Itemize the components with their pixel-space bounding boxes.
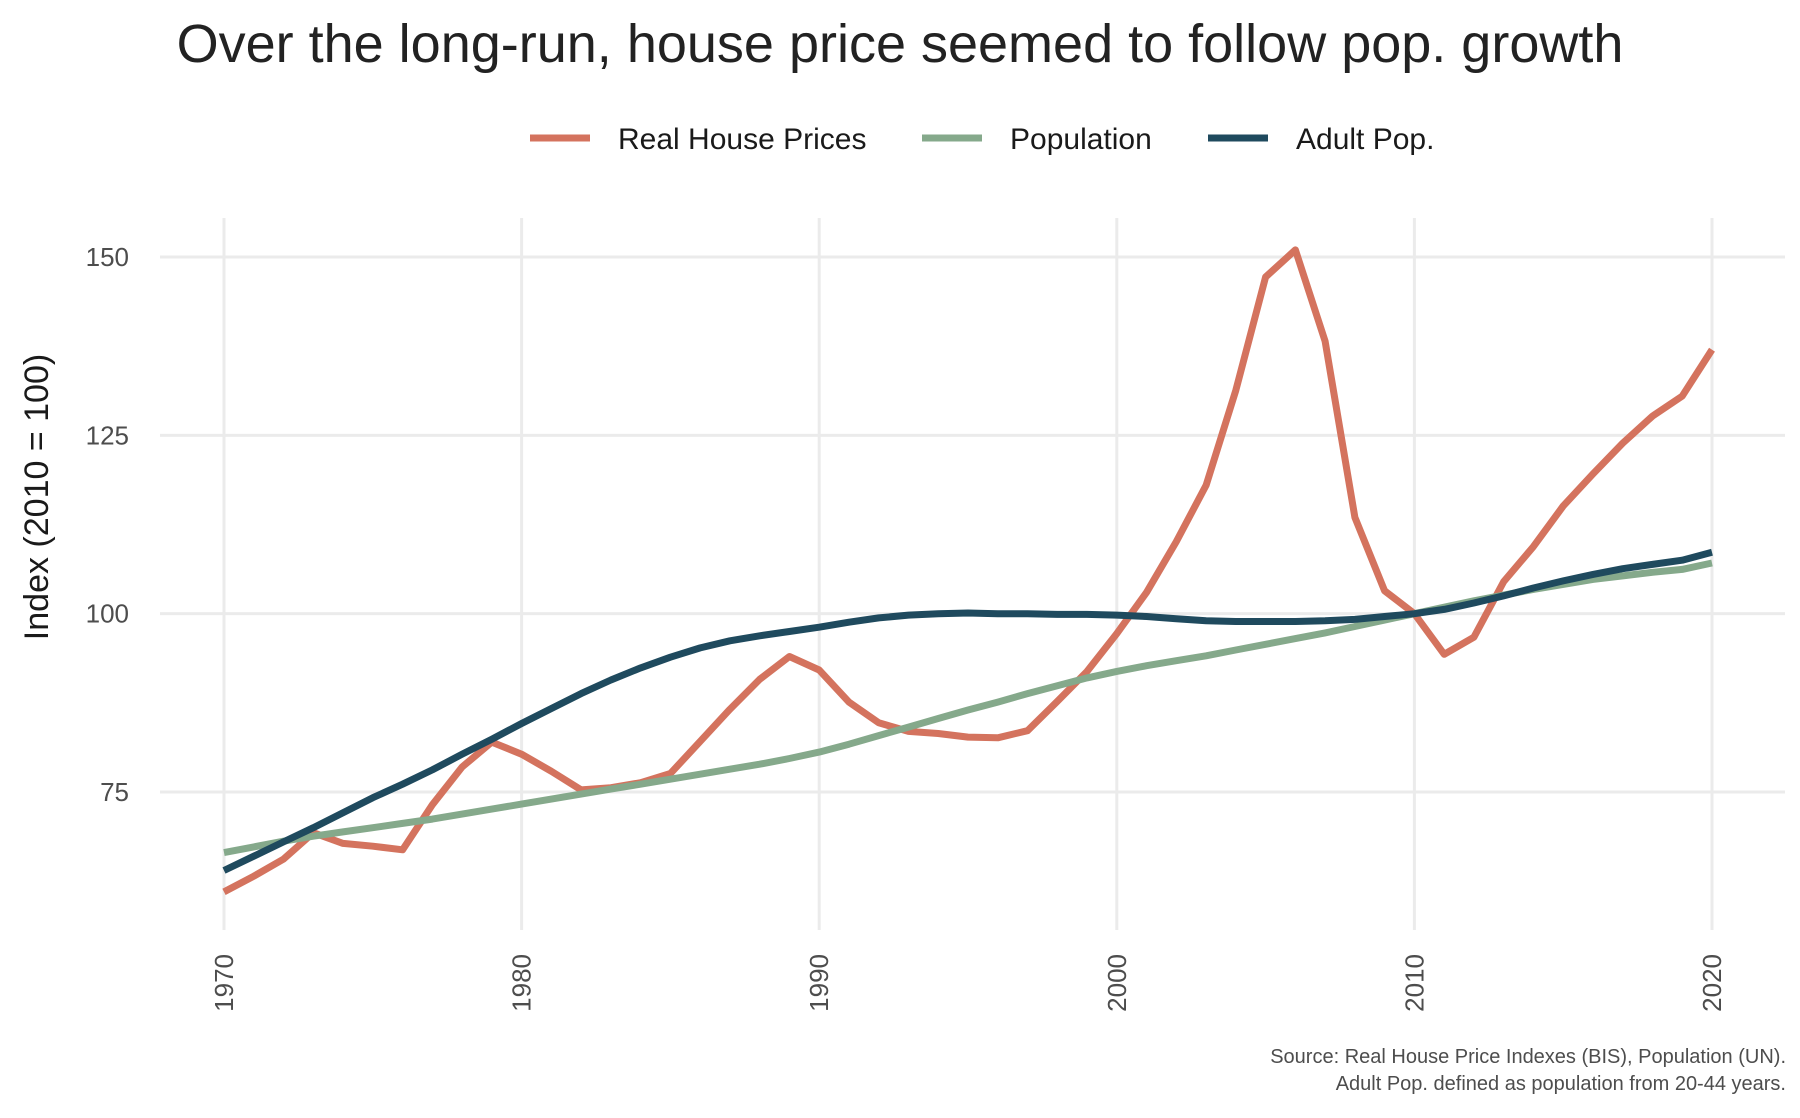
x-tick-label: 2010 — [1399, 954, 1429, 1012]
chart-title: Over the long-run, house price seemed to… — [177, 14, 1624, 74]
y-tick-label: 125 — [86, 420, 129, 450]
x-axis-ticks: 1970 1980 1990 2000 2010 2020 — [209, 954, 1727, 1012]
y-axis-title: Index (2010 = 100) — [18, 354, 56, 640]
legend-label: Real House Prices — [618, 123, 866, 156]
series-line-1 — [222, 246, 1715, 895]
caption-source: Source: Real House Price Indexes (BIS), … — [1270, 1046, 1786, 1068]
x-tick-label: 1990 — [804, 954, 834, 1012]
x-tick-label: 1980 — [507, 954, 537, 1012]
y-tick-label: 150 — [86, 242, 129, 272]
x-tick-label: 2000 — [1102, 954, 1132, 1012]
x-tick-label: 2020 — [1697, 954, 1727, 1012]
legend: Real House Prices Population Adult Pop. — [530, 123, 1434, 156]
y-axis-ticks: 75 100 125 150 — [86, 242, 129, 807]
y-tick-label: 100 — [86, 599, 129, 629]
caption-note: Adult Pop. defined as population from 20… — [1336, 1073, 1786, 1095]
gridlines — [160, 218, 1785, 930]
y-tick-label: 75 — [100, 777, 129, 807]
legend-label: Population — [1010, 123, 1152, 156]
x-tick-label: 1970 — [209, 954, 239, 1012]
legend-label: Adult Pop. — [1296, 123, 1434, 156]
series-line-3 — [222, 548, 1713, 874]
series-lines — [222, 246, 1715, 895]
